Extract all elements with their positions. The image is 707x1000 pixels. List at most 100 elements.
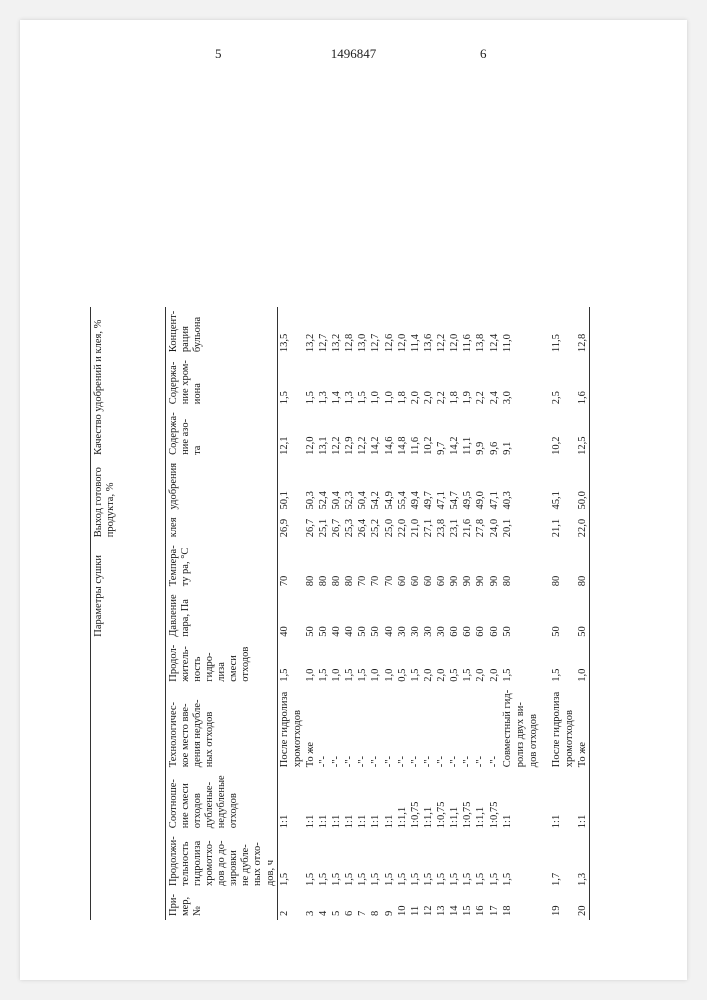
header-cell: Темпера- ту ра, °С [166, 541, 278, 590]
table-cell: 1:1,1 [396, 771, 409, 832]
header-cell: Соотноше- ние смеси отходов дубленые- не… [166, 771, 278, 832]
super-header-cell [91, 890, 166, 920]
super-header-cell [91, 832, 166, 890]
super-header-cell [91, 641, 166, 686]
table-cell: 13,1 [317, 408, 330, 459]
table-cell: 25,2 [369, 513, 382, 541]
super-header-cell [91, 686, 166, 772]
table-cell: 60 [409, 541, 422, 590]
table-cell: 30 [396, 590, 409, 640]
table-cell: 12,0 [448, 307, 461, 356]
table-cell: 30 [435, 590, 448, 640]
table-cell: 11,6 [461, 307, 474, 356]
table-cell: 1,5 [304, 356, 317, 408]
table-cell: 15 [461, 890, 474, 920]
table-cell: -"- [474, 686, 487, 772]
table-cell: 1,5 [356, 641, 369, 686]
table-cell: 45,1 [550, 459, 576, 514]
table-cell: 3 [304, 890, 317, 920]
table-cell: 13,2 [304, 307, 317, 356]
table-cell: 1,5 [343, 641, 356, 686]
table-cell: 1,5 [343, 832, 356, 890]
table-cell: 50 [550, 590, 576, 640]
table-cell: 2,2 [435, 356, 448, 408]
header-cell: При- мер, № [166, 890, 278, 920]
table-cell: 1:1 [330, 771, 343, 832]
table-cell: 25,1 [317, 513, 330, 541]
table-cell: 1,5 [356, 356, 369, 408]
table-row: 181,51:1Совместный гид- ролиз двух ви- д… [501, 307, 540, 920]
table-cell: 2,0 [422, 641, 435, 686]
table-cell: 12,4 [488, 307, 501, 356]
table-cell: 50 [369, 590, 382, 640]
table-gap-row [540, 307, 550, 920]
table-cell: 50 [576, 590, 590, 640]
table-cell: 12,2 [330, 408, 343, 459]
table-gap-cell [540, 307, 550, 920]
table-row: 81,51:1-"-1,0507025,254,214,21,012,7 [369, 307, 382, 920]
table-cell: 90 [461, 541, 474, 590]
table-cell: 21,0 [409, 513, 422, 541]
table-cell: 52,3 [343, 459, 356, 514]
table-cell: 49,5 [461, 459, 474, 514]
table-cell: 54,2 [369, 459, 382, 514]
table-cell: 50 [304, 590, 317, 640]
table-cell: 14,6 [383, 408, 396, 459]
table-cell: 14,2 [448, 408, 461, 459]
table-cell: -"- [383, 686, 396, 772]
super-header-row: Параметры сушкиВыход готового продукта, … [91, 307, 166, 920]
table-cell: 1:1 [383, 771, 396, 832]
table-cell: После гидролиза хромотходов [277, 686, 304, 772]
table-cell: 1,3 [576, 832, 590, 890]
document-number: 1496847 [331, 46, 377, 62]
table-cell: 27,8 [474, 513, 487, 541]
table-cell: 1,5 [422, 832, 435, 890]
header-cell: Содержа- ние азо- та [166, 408, 278, 459]
table-cell: -"- [488, 686, 501, 772]
table-cell: 1,9 [461, 356, 474, 408]
table-cell: 1,0 [576, 641, 590, 686]
table-cell: 2,0 [409, 356, 422, 408]
table-cell: 54,9 [383, 459, 396, 514]
table-cell: 50 [501, 590, 540, 640]
table-cell: 1:1,1 [474, 771, 487, 832]
table-cell: 26,7 [304, 513, 317, 541]
table-cell: 22,0 [576, 513, 590, 541]
super-header-cell: Параметры сушки [91, 541, 166, 640]
table-cell: 12,9 [343, 408, 356, 459]
table-cell: 13,2 [330, 307, 343, 356]
table-cell: 50,4 [330, 459, 343, 514]
table-cell: 1,7 [550, 832, 576, 890]
table-cell: 16 [474, 890, 487, 920]
table-cell: 12,0 [396, 307, 409, 356]
header-cell: удобрения [166, 459, 278, 514]
table-row: 41,51:1-"-1,5508025,152,413,11,312,7 [317, 307, 330, 920]
table-cell: 25,0 [383, 513, 396, 541]
table-cell: 13 [435, 890, 448, 920]
table-cell: 10,2 [550, 408, 576, 459]
table-cell: 30 [409, 590, 422, 640]
table-cell: 1,5 [550, 641, 576, 686]
table-cell: 40 [330, 590, 343, 640]
table-cell: 26,4 [356, 513, 369, 541]
table-cell: 1,0 [369, 356, 382, 408]
table-row: 131,51:0,75-"-2,0306023,847,19,72,212,2 [435, 307, 448, 920]
table-cell: 1,5 [304, 832, 317, 890]
table-cell: 9,1 [501, 408, 540, 459]
table-cell: 1,5 [409, 832, 422, 890]
table-cell: 12,8 [343, 307, 356, 356]
table-cell: 1,5 [435, 832, 448, 890]
table-cell: 1,3 [317, 356, 330, 408]
table-cell: 90 [448, 541, 461, 590]
super-header-cell: Выход готового продукта, % [91, 459, 166, 541]
table-row: 151,51:0,75-"-1,5609021,649,511,11,911,6 [461, 307, 474, 920]
table-cell: 1:1,1 [422, 771, 435, 832]
table-cell: 54,7 [448, 459, 461, 514]
table-cell: 1,5 [277, 641, 304, 686]
table-cell: 4 [317, 890, 330, 920]
table-cell: 13,5 [277, 307, 304, 356]
table-cell: 80 [317, 541, 330, 590]
table-cell: 3,0 [501, 356, 540, 408]
table-cell: То же [576, 686, 590, 772]
table-cell: 40 [383, 590, 396, 640]
